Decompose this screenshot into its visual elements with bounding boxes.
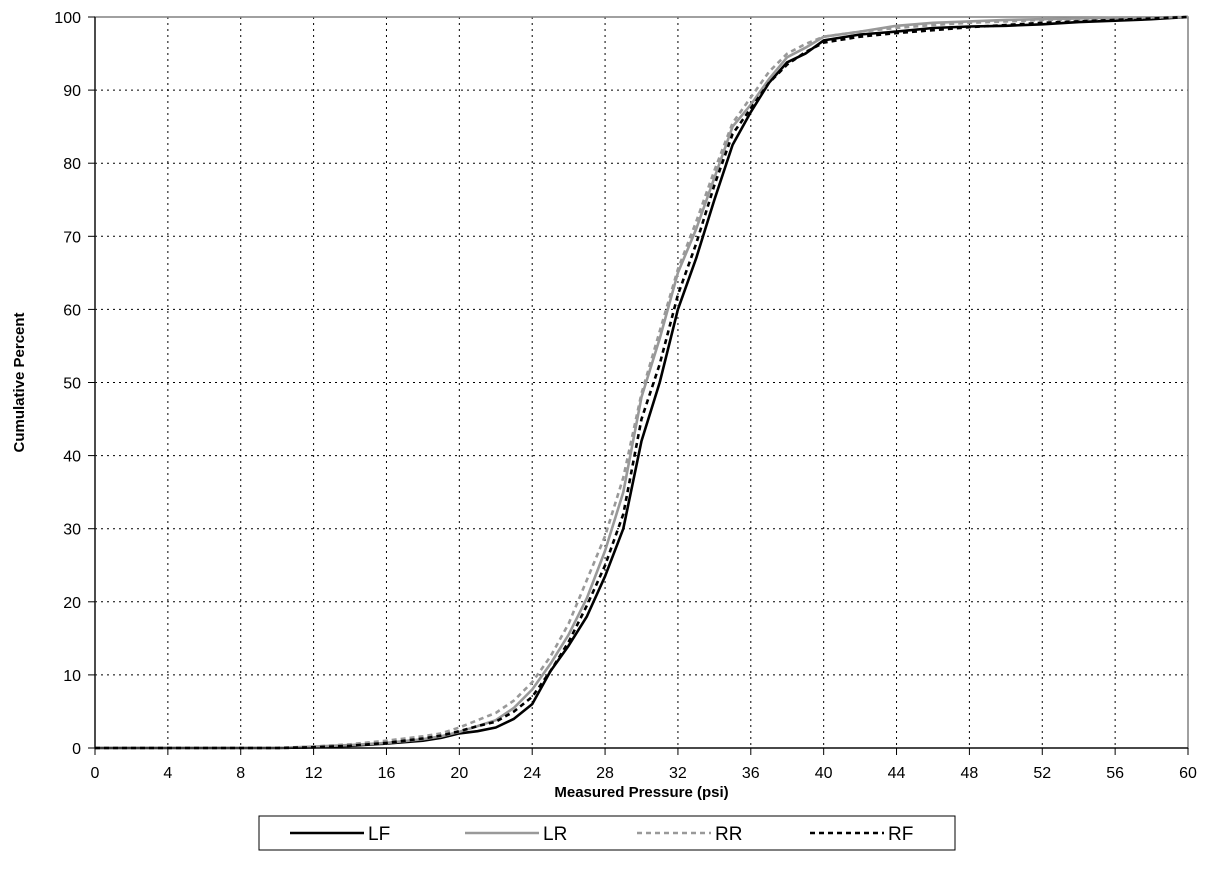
x-tick-label-36: 36 (742, 765, 760, 782)
series-line-lr (95, 15, 1189, 750)
x-tick-label-52: 52 (1033, 765, 1051, 782)
y-tick-label-60: 60 (63, 302, 81, 319)
x-axis-title: Measured Pressure (psi) (554, 784, 728, 801)
x-tick-label-24: 24 (523, 765, 541, 782)
legend-label-rf: RF (888, 824, 913, 845)
x-tick-label-32: 32 (669, 765, 687, 782)
y-tick-label-20: 20 (63, 595, 81, 612)
legend-label-lr: LR (543, 824, 567, 845)
legend: LF LR RR RF (258, 815, 956, 851)
y-tick-label-100: 100 (54, 10, 81, 27)
x-tick-label-40: 40 (815, 765, 833, 782)
x-tick-label-44: 44 (888, 765, 906, 782)
y-tick-label-10: 10 (63, 668, 81, 685)
y-tick-label-50: 50 (63, 376, 81, 393)
axis-ticks: 0 4 8 12 16 20 24 28 32 36 40 44 48 52 56 6001020304050… (54, 10, 1197, 782)
x-tick-label-16: 16 (378, 765, 396, 782)
series-lines (95, 15, 1189, 750)
x-tick-label-56: 56 (1106, 765, 1124, 782)
x-tick-label-4: 4 (163, 765, 172, 782)
x-tick-label-20: 20 (450, 765, 468, 782)
y-tick-label-70: 70 (63, 229, 81, 246)
legend-label-lf: LF (368, 824, 390, 845)
legend-label-rr: RR (715, 824, 742, 845)
x-tick-label-12: 12 (305, 765, 323, 782)
x-tick-label-48: 48 (961, 765, 979, 782)
x-tick-label-28: 28 (596, 765, 614, 782)
y-tick-label-80: 80 (63, 156, 81, 173)
y-tick-label-30: 30 (63, 522, 81, 539)
series-line-lf (95, 15, 1189, 750)
x-tick-label-60: 60 (1179, 765, 1197, 782)
y-axis-title: Cumulative Percent (11, 312, 28, 452)
y-tick-label-90: 90 (63, 83, 81, 100)
y-tick-label-0: 0 (72, 741, 81, 758)
gridlines (95, 17, 1188, 748)
y-tick-label-40: 40 (63, 449, 81, 466)
x-tick-label-8: 8 (236, 765, 245, 782)
x-tick-label-0: 0 (91, 765, 100, 782)
